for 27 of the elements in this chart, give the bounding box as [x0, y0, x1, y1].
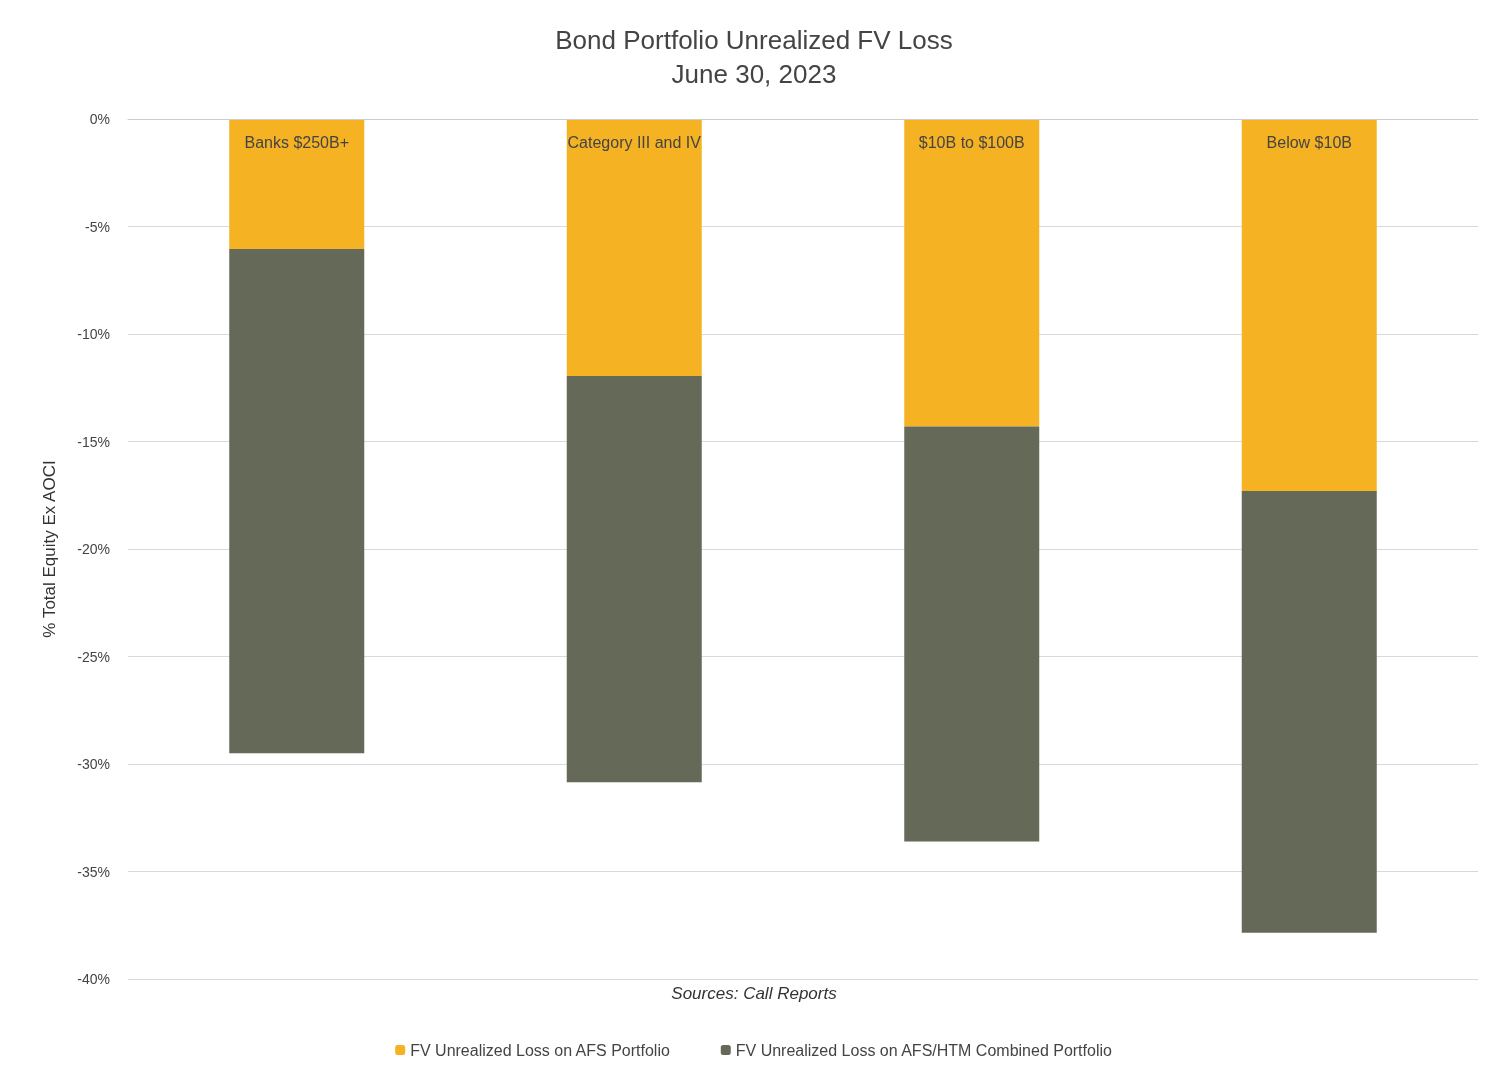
y-tick-label: -5% [85, 218, 110, 235]
y-axis-title: % Total Equity Ex AOCI [40, 460, 59, 638]
bar [904, 119, 1040, 427]
y-tick-label: -35% [77, 863, 110, 880]
y-tick-label: -25% [77, 648, 110, 665]
bar [1241, 119, 1377, 491]
chart-subtitle: June 30, 2023 [671, 59, 837, 89]
y-tick-label: -30% [77, 756, 110, 772]
legend-label: FV Unrealized Loss on AFS/HTM Combined Portfolio [735, 1041, 1113, 1059]
legend-label: FV Unrealized Loss on AFS Portfolio [410, 1041, 670, 1059]
x-tick-label: $10B to $100B [918, 133, 1025, 151]
bar [1241, 490, 1377, 933]
chart-title: Bond Portfolio Unrealized FV Loss [555, 25, 953, 55]
bar [229, 119, 365, 250]
x-tick-label: Below $10B [1266, 133, 1352, 151]
y-tick-label: -10% [77, 326, 110, 342]
x-tick-label: Category III and IV [567, 133, 702, 151]
y-tick-label: 0% [89, 111, 110, 127]
source-note: Sources: Call Reports [671, 984, 838, 1003]
bar [566, 119, 702, 376]
x-tick-label: Banks $250B+ [244, 133, 350, 151]
y-tick-label: -40% [77, 971, 110, 987]
bar [904, 426, 1040, 842]
y-tick-label: -20% [77, 541, 110, 557]
bar [229, 249, 365, 754]
bar [566, 375, 702, 783]
y-tick-label: -15% [77, 433, 110, 450]
